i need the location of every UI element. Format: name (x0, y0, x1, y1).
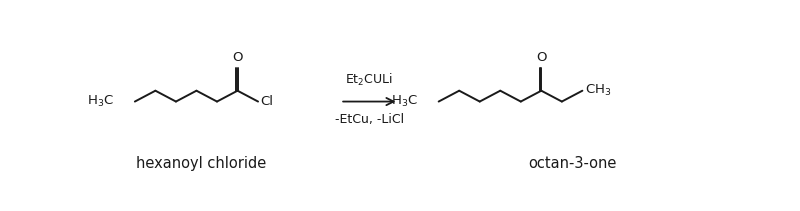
Text: O: O (232, 51, 242, 64)
Text: octan-3-one: octan-3-one (529, 156, 617, 171)
Text: H$_3$C: H$_3$C (391, 94, 418, 109)
Text: CH$_3$: CH$_3$ (585, 83, 611, 98)
Text: Et$_2$CULi: Et$_2$CULi (346, 72, 394, 88)
Text: -EtCu, -LiCl: -EtCu, -LiCl (334, 113, 404, 126)
Text: H$_3$C: H$_3$C (87, 94, 114, 109)
Text: hexanoyl chloride: hexanoyl chloride (136, 156, 266, 171)
Text: O: O (536, 51, 546, 64)
Text: Cl: Cl (260, 95, 274, 108)
